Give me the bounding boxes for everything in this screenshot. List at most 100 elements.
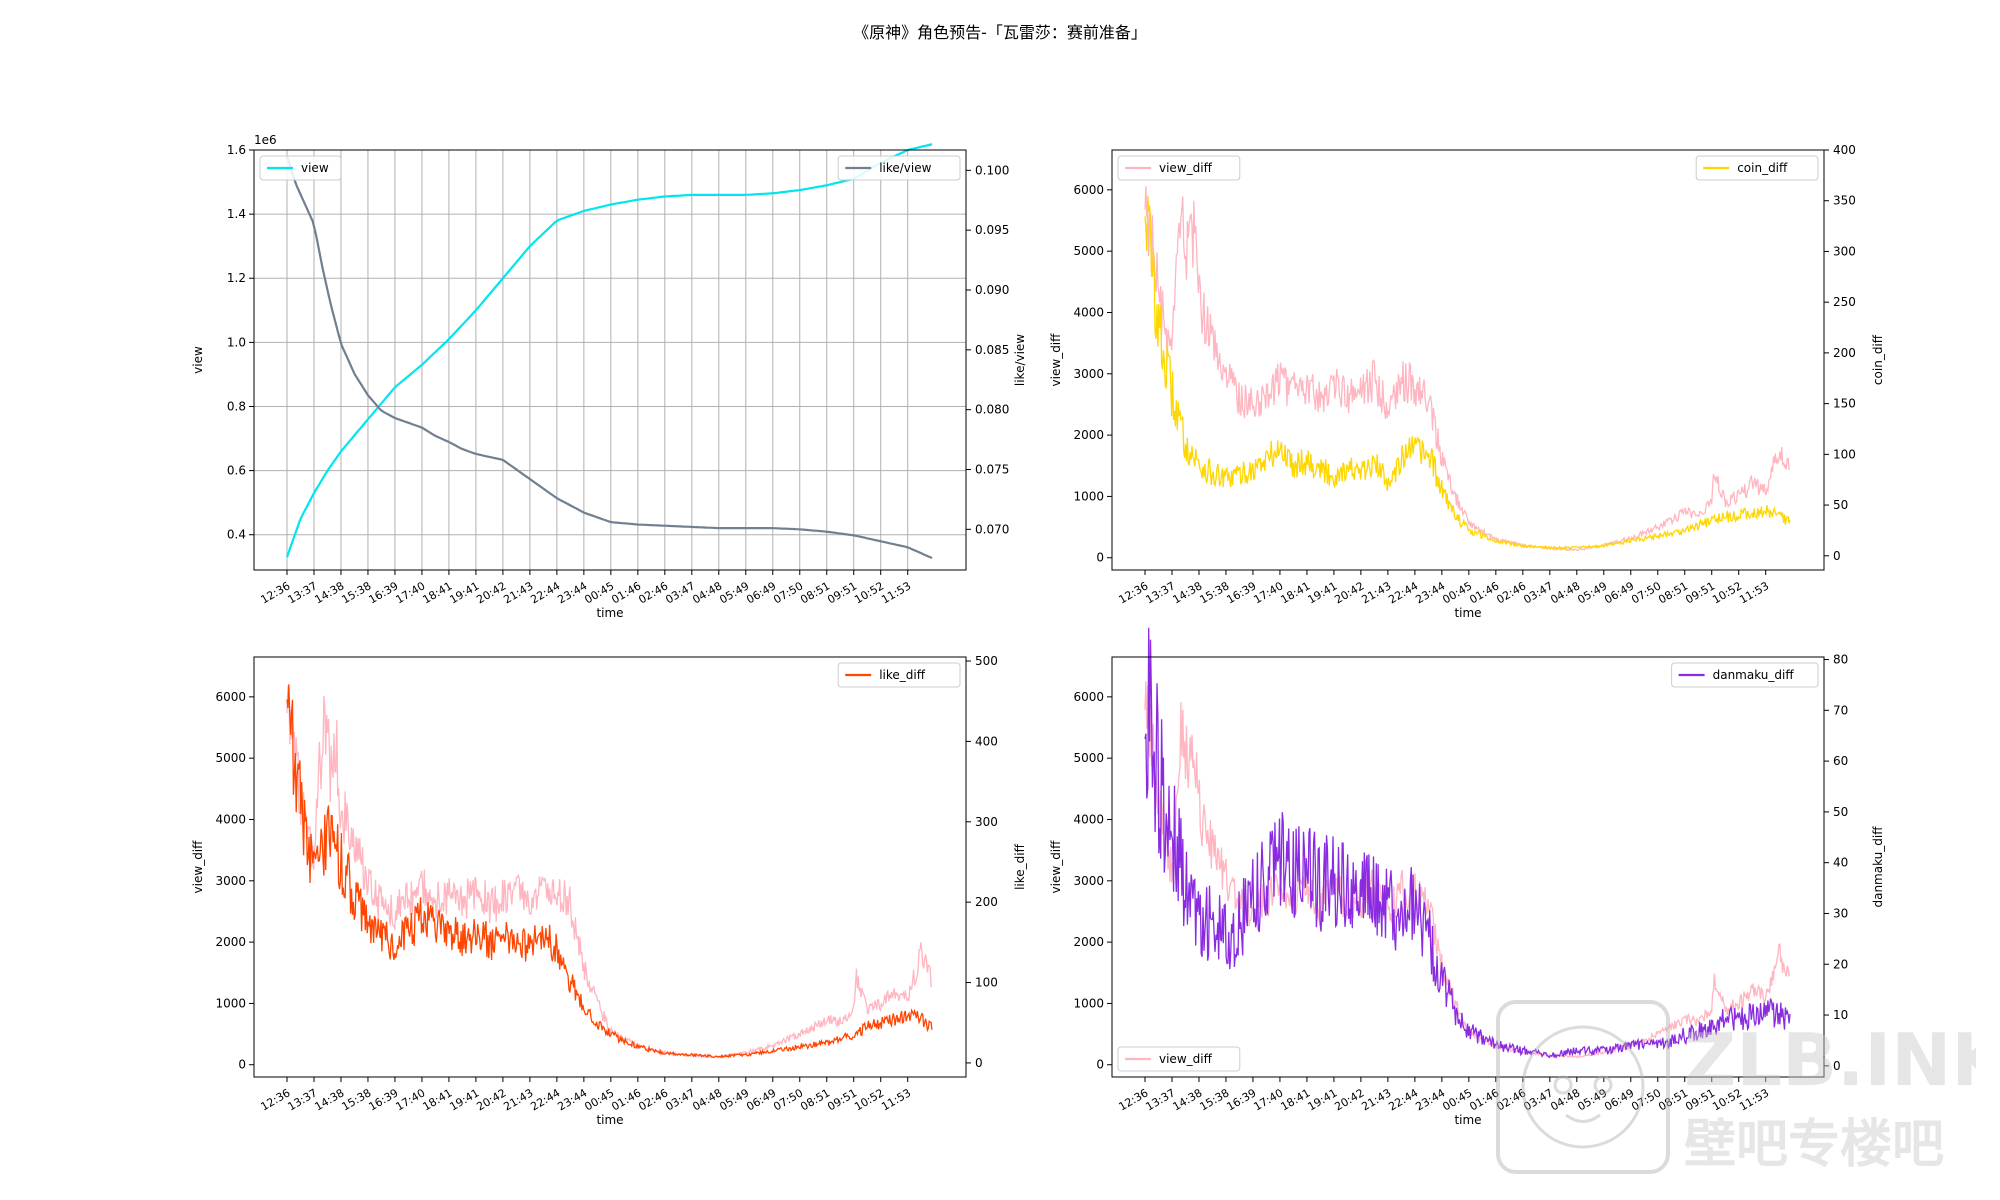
x-tick-label: 06:49 bbox=[744, 1086, 778, 1113]
x-tick-label: 01:46 bbox=[1467, 579, 1501, 606]
y-tick-label: 1.2 bbox=[227, 271, 246, 285]
x-tick-label: 16:39 bbox=[1224, 579, 1258, 606]
watermark-logo-face bbox=[1521, 1025, 1645, 1149]
y-right-axis-label: like/view bbox=[1013, 334, 1027, 386]
y-tick-label: 1.4 bbox=[227, 207, 246, 221]
x-tick-label: 17:40 bbox=[393, 1086, 427, 1113]
y-right-tick-label: 80 bbox=[1833, 653, 1848, 667]
y-tick-label: 2000 bbox=[1073, 428, 1104, 442]
y-tick-label: 5000 bbox=[215, 751, 246, 765]
y-right-tick-label: 0 bbox=[1833, 549, 1841, 563]
series-line-view bbox=[285, 143, 933, 558]
y-tick-label: 1.0 bbox=[227, 335, 246, 349]
y-right-tick-label: 0 bbox=[975, 1056, 983, 1070]
y-tick-label: 2000 bbox=[1073, 935, 1104, 949]
x-tick-label: 12:36 bbox=[259, 579, 293, 606]
x-tick-label: 12:36 bbox=[1117, 579, 1151, 606]
x-tick-label: 22:44 bbox=[1386, 579, 1420, 606]
series-line-like_diff bbox=[286, 684, 933, 1059]
y-right-tick-label: 100 bbox=[975, 976, 998, 990]
y-right-tick-label: 0 bbox=[1833, 1059, 1841, 1073]
legend-box bbox=[1117, 155, 1241, 181]
legend-label: danmaku_diff bbox=[1713, 668, 1795, 682]
y-tick-label: 5000 bbox=[1073, 244, 1104, 258]
y-right-tick-label: 0.075 bbox=[975, 462, 1009, 476]
x-tick-label: 00:45 bbox=[582, 579, 616, 606]
x-tick-label: 00:45 bbox=[1440, 1086, 1474, 1113]
x-tick-label: 21:43 bbox=[1359, 1086, 1393, 1113]
x-tick-label: 16:39 bbox=[366, 579, 400, 606]
y-tick-label: 6000 bbox=[1073, 183, 1104, 197]
x-tick-label: 00:45 bbox=[1440, 579, 1474, 606]
x-tick-label: 14:38 bbox=[313, 579, 347, 606]
x-tick-label: 01:46 bbox=[609, 579, 643, 606]
y-tick-label: 0 bbox=[1096, 551, 1104, 565]
y-right-tick-label: 50 bbox=[1833, 498, 1848, 512]
x-tick-label: 18:41 bbox=[1278, 1086, 1312, 1113]
y-tick-label: 4000 bbox=[215, 812, 246, 826]
y-tick-label: 5000 bbox=[1073, 751, 1104, 765]
x-tick-label: 11:53 bbox=[1737, 579, 1771, 606]
legend-box bbox=[1695, 155, 1819, 181]
y-right-tick-label: 100 bbox=[1833, 447, 1856, 461]
legend-view: view bbox=[259, 155, 342, 181]
y-right-tick-label: 200 bbox=[1833, 346, 1856, 360]
legend-view_diff: view_diff bbox=[1117, 155, 1241, 181]
x-tick-label: 11:53 bbox=[879, 579, 913, 606]
y-tick-label: 6000 bbox=[215, 690, 246, 704]
x-tick-label: 13:37 bbox=[1144, 1086, 1178, 1113]
series-line-like-per-view bbox=[285, 155, 933, 560]
y-tick-label: 4000 bbox=[1073, 305, 1104, 319]
x-tick-label: 15:38 bbox=[1198, 579, 1232, 606]
watermark-text-cn: 壁吧专楼吧 bbox=[1684, 1115, 1944, 1175]
legend-danmaku_diff: danmaku_diff bbox=[1671, 662, 1819, 688]
x-tick-label: 06:49 bbox=[1602, 579, 1636, 606]
x-tick-label: 02:46 bbox=[636, 1086, 670, 1113]
x-tick-label: 21:43 bbox=[1359, 579, 1393, 606]
x-tick-label: 03:47 bbox=[663, 1086, 697, 1113]
y-axis-label: view_diff bbox=[191, 840, 205, 894]
chart-panel-3: 12:3613:3714:3815:3816:3917:4018:4119:41… bbox=[191, 654, 1027, 1127]
x-tick-label: 19:41 bbox=[447, 1086, 481, 1113]
x-tick-label: 23:44 bbox=[1413, 579, 1447, 606]
series-line-view_diff bbox=[1144, 186, 1791, 552]
x-tick-label: 08:51 bbox=[1656, 579, 1690, 606]
legend-coin_diff: coin_diff bbox=[1695, 155, 1819, 181]
y-right-tick-label: 10 bbox=[1833, 1008, 1848, 1022]
x-tick-label: 22:44 bbox=[528, 579, 562, 606]
x-tick-label: 20:42 bbox=[1332, 579, 1366, 606]
x-tick-label: 22:44 bbox=[1386, 1086, 1420, 1113]
x-tick-label: 14:38 bbox=[1171, 1086, 1205, 1113]
x-tick-label: 12:36 bbox=[1117, 1086, 1151, 1113]
x-axis-label: time bbox=[1454, 606, 1481, 620]
y-right-tick-label: 500 bbox=[975, 654, 998, 668]
plot-frame bbox=[1111, 149, 1825, 571]
plot-frame bbox=[253, 656, 967, 1078]
y-right-tick-label: 0.085 bbox=[975, 343, 1009, 357]
x-tick-label: 17:40 bbox=[1251, 579, 1285, 606]
y-offset-text: 1e6 bbox=[254, 133, 277, 147]
x-tick-label: 04:48 bbox=[690, 579, 724, 606]
x-tick-label: 02:46 bbox=[1494, 579, 1528, 606]
x-tick-label: 15:38 bbox=[340, 579, 374, 606]
y-axis-label: view_diff bbox=[1049, 840, 1063, 894]
legend-label: like/view bbox=[879, 161, 931, 175]
x-axis-label: time bbox=[596, 1113, 623, 1127]
y-right-tick-label: 60 bbox=[1833, 754, 1848, 768]
x-tick-label: 23:44 bbox=[1413, 1086, 1447, 1113]
y-right-tick-label: 400 bbox=[975, 734, 998, 748]
y-right-tick-label: 0.090 bbox=[975, 283, 1009, 297]
x-tick-label: 23:44 bbox=[555, 1086, 589, 1113]
x-tick-label: 07:50 bbox=[1629, 579, 1663, 606]
y-tick-label: 2000 bbox=[215, 935, 246, 949]
chart-panel-1: 12:3613:3714:3815:3816:3917:4018:4119:41… bbox=[191, 133, 1027, 620]
legend-label: view_diff bbox=[1159, 161, 1213, 175]
y-tick-label: 4000 bbox=[1073, 812, 1104, 826]
y-axis-label: view bbox=[191, 346, 205, 374]
y-right-axis-label: coin_diff bbox=[1871, 334, 1885, 385]
legend-box bbox=[837, 155, 961, 181]
x-tick-label: 08:51 bbox=[798, 579, 832, 606]
legend-view_diff: view_diff bbox=[1117, 1046, 1241, 1072]
legend-like_diff: like_diff bbox=[837, 662, 961, 688]
y-tick-label: 3000 bbox=[215, 874, 246, 888]
